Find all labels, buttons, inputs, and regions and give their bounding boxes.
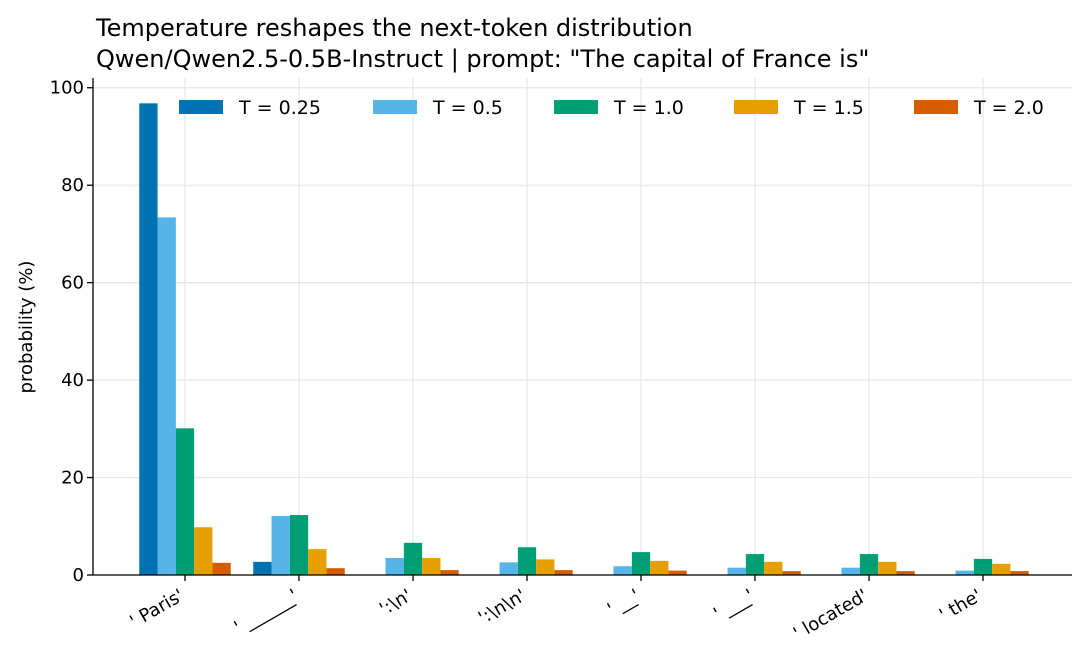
legend-swatch (373, 100, 417, 114)
y-axis-label: probability (%) (16, 261, 37, 394)
y-tick-label: 20 (61, 468, 84, 489)
bar (139, 103, 158, 576)
legend-swatch (554, 100, 598, 114)
grid-layer (93, 78, 1072, 576)
x-tick-label: ' ______' (231, 585, 302, 638)
legend-label: T = 2.0 (973, 97, 1044, 119)
y-tick-label: 40 (61, 370, 84, 391)
bar (727, 567, 746, 575)
bar (896, 571, 915, 575)
x-tick-label: ':\n' (376, 585, 415, 620)
x-tick-label: ' located' (790, 585, 872, 644)
legend-swatch (179, 100, 223, 114)
bar (536, 559, 555, 575)
bar (650, 560, 669, 575)
y-tick-label: 100 (50, 78, 84, 99)
bar (878, 561, 897, 575)
x-tick-label: ' __' (604, 585, 644, 620)
bar (554, 570, 573, 575)
bar (271, 516, 290, 575)
bar (992, 563, 1011, 575)
chart-subtitle: Qwen/Qwen2.5-0.5B-Instruct | prompt: "Th… (96, 45, 869, 73)
bars-layer (139, 103, 1029, 576)
bar (668, 570, 687, 575)
bar (841, 567, 860, 575)
x-tick-label: ' the' (936, 585, 986, 626)
bar (745, 554, 765, 575)
x-tick-label: ' Paris' (126, 585, 187, 632)
bar (517, 547, 537, 575)
bar (631, 552, 651, 575)
bar (613, 566, 632, 575)
bar (175, 428, 195, 575)
axes-layer (92, 78, 1072, 576)
bar (289, 515, 309, 575)
legend-swatch (914, 100, 958, 114)
bar (1010, 571, 1029, 575)
bar (499, 562, 518, 575)
y-tick-label: 0 (73, 565, 84, 586)
legend-swatch (734, 100, 778, 114)
x-tick-label: ' ___' (710, 585, 757, 624)
x-tick-labels: ' Paris' ' ______' ':\n' ':\n\n' ' __' ' ___'… (126, 575, 986, 644)
bar (385, 557, 404, 575)
bar (955, 570, 974, 575)
x-tick-label: ':\n\n' (475, 585, 530, 629)
legend-label: T = 1.5 (793, 97, 864, 119)
y-tick-label: 60 (61, 273, 84, 294)
bar (782, 571, 801, 575)
bar (440, 570, 459, 575)
legend: T = 0.25 T = 0.5 T = 1.0 T = 1.5 T = 2.0 (179, 97, 1044, 119)
legend-label: T = 0.25 (238, 97, 321, 119)
bar (764, 561, 783, 575)
bar (308, 549, 327, 575)
y-tick-label: 80 (61, 175, 84, 196)
y-tick-labels: 0 20 40 60 80 100 (50, 78, 93, 586)
bar (212, 562, 231, 575)
bar (859, 554, 879, 575)
bar (973, 558, 993, 575)
bar (194, 527, 213, 575)
legend-label: T = 1.0 (613, 97, 684, 119)
legend-label: T = 0.5 (432, 97, 503, 119)
bar (422, 557, 441, 575)
bar (253, 561, 272, 575)
bar (403, 542, 423, 575)
bar (157, 217, 176, 575)
bar (326, 568, 345, 575)
chart-title: Temperature reshapes the next-token dist… (95, 14, 693, 42)
